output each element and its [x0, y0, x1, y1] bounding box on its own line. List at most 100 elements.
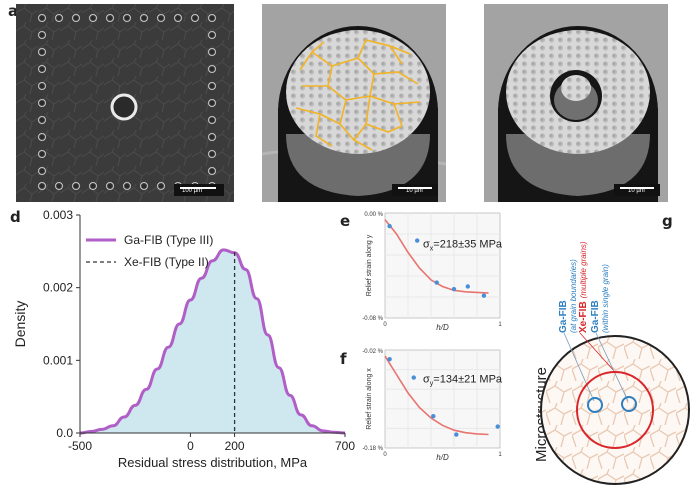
indent-dot	[54, 181, 64, 191]
xtick-label-0: 0	[383, 452, 387, 458]
grain-boundaries	[295, 39, 421, 151]
label-ga-fib-grain-sub: (within single grain)	[601, 264, 610, 333]
indent-dot	[54, 13, 64, 23]
schematic-g: Microstructure Ga-FIB (at grain boundari…	[533, 241, 690, 485]
label-ga-fib-boundaries: Ga-FIB	[558, 300, 569, 333]
sem-a-svg	[16, 4, 234, 202]
stress-annotation: σy=134±21 MPa	[423, 373, 503, 387]
chart-f: -0.02 % -0.18 %0 1 h/D Relief strain along x…	[362, 349, 503, 462]
indent-dot	[122, 13, 132, 23]
xtick-label-1: 1	[498, 322, 502, 328]
ylabel-d: Density	[12, 301, 28, 348]
indent-dot	[156, 181, 166, 191]
chart-e: 0.00 % -0.08 %0 1 h/D Relief strain along y σ…	[362, 212, 503, 332]
sample-disk	[540, 335, 690, 485]
svg-text:Ga-FIB: Ga-FIB	[590, 300, 601, 333]
ytick-label-bottom: -0.18 %	[362, 446, 383, 452]
xtick-label-d: 200	[225, 439, 245, 453]
ytick-label-d: 0.001	[43, 353, 73, 367]
svg-text:(at grain boundaries): (at grain boundaries)	[569, 259, 578, 333]
ytick-label-top: -0.02 %	[362, 349, 383, 355]
scalebar-c: 10 µm	[628, 188, 645, 194]
leader-line-2	[579, 332, 616, 373]
plot-area	[384, 212, 501, 319]
sem-image-c: 10 µm	[484, 4, 668, 202]
panel-label-e: e	[340, 212, 351, 230]
stress-annotation: σx=218±35 MPa	[423, 239, 503, 253]
ytick-label-d: 0.003	[43, 210, 73, 222]
sem-b-svg	[262, 4, 446, 202]
indent-dot	[173, 13, 183, 23]
ga-fib-ring-grain	[621, 396, 637, 412]
sem-image-a: 100 µm	[16, 4, 234, 202]
indent-dot	[71, 181, 81, 191]
xtick-label-1: 1	[498, 452, 502, 458]
indent-dot	[88, 13, 98, 23]
data-point	[411, 375, 416, 380]
ytick-label-d: 0.0	[56, 426, 73, 440]
indent-dot	[207, 64, 217, 74]
scalebar-a: 100 µm	[182, 188, 203, 194]
svg-text:Xe-FIB(multiple grains): Xe-FIB(multiple grains)	[578, 241, 589, 333]
leader-line-1	[563, 332, 595, 402]
indent-dot	[37, 81, 47, 91]
data-point	[415, 238, 420, 243]
panel-label-a: a	[8, 2, 19, 20]
milled-ring-a	[110, 93, 138, 121]
xlabel-d: Residual stress distribution, MPa	[118, 455, 308, 470]
indent-dot	[190, 13, 200, 23]
indent-dot	[37, 64, 47, 74]
indent-dot	[207, 166, 217, 176]
indent-dot	[37, 13, 47, 23]
xe-fib-ring	[576, 371, 654, 449]
ytick-label-top: 0.00 %	[364, 212, 383, 218]
leader-line-3	[595, 332, 629, 402]
panel-label-g: g	[662, 212, 673, 230]
indent-dot	[207, 13, 217, 23]
data-point	[495, 424, 500, 429]
indent-dot	[71, 13, 81, 23]
indent-dot	[37, 47, 47, 57]
data-point	[451, 286, 457, 292]
data-point	[481, 293, 487, 298]
indent-dot	[37, 115, 47, 125]
xlabel: h/D	[436, 453, 449, 462]
svg-text:Ga-FIB: Ga-FIB	[558, 300, 569, 333]
data-point	[387, 223, 392, 229]
indent-dot	[207, 98, 217, 108]
indent-dot	[37, 166, 47, 176]
label-ga-fib-boundaries-sub: (at grain boundaries)	[569, 259, 578, 333]
sem-c-svg	[484, 4, 668, 202]
indent-dot	[207, 132, 217, 142]
plot-area	[384, 349, 501, 449]
panel-label-f: f	[340, 350, 347, 368]
indent-dot	[105, 13, 115, 23]
label-xe-fib: Xe-FIB(multiple grains)	[578, 241, 589, 333]
density-area	[80, 249, 345, 433]
xtick-label-d: 0	[187, 439, 194, 453]
legend-label-ga: Ga-FIB (Type III)	[124, 233, 213, 247]
indent-dot	[37, 132, 47, 142]
data-point	[454, 432, 459, 437]
ytick-label-d: 0.002	[43, 281, 73, 295]
xtick-label-d: -500	[68, 439, 92, 453]
fit-line	[384, 355, 489, 436]
indent-dot	[139, 181, 149, 191]
sem-image-b: 10 µm	[262, 4, 446, 202]
ga-fib-density-line	[79, 248, 346, 435]
xlabel: h/D	[436, 323, 449, 332]
ylabel: Relief strain along y	[366, 234, 373, 296]
scalebar-b: 10 µm	[406, 188, 423, 194]
chart-d: 0.0 0.001 0.002 0.003 -500 0 200 700 Residual st…	[12, 210, 355, 470]
data-point	[387, 356, 392, 362]
ga-fib-ring-boundary	[587, 397, 603, 413]
indent-dot	[207, 30, 217, 40]
label-ga-fib-grain: Ga-FIB	[590, 300, 601, 333]
xtick-label-0: 0	[383, 322, 387, 328]
svg-text:(within single grain): (within single grain)	[601, 264, 610, 333]
indent-dot	[105, 181, 115, 191]
indent-dot	[37, 98, 47, 108]
indent-dot	[139, 13, 149, 23]
indent-dot	[88, 181, 98, 191]
indent-markers	[37, 13, 217, 191]
